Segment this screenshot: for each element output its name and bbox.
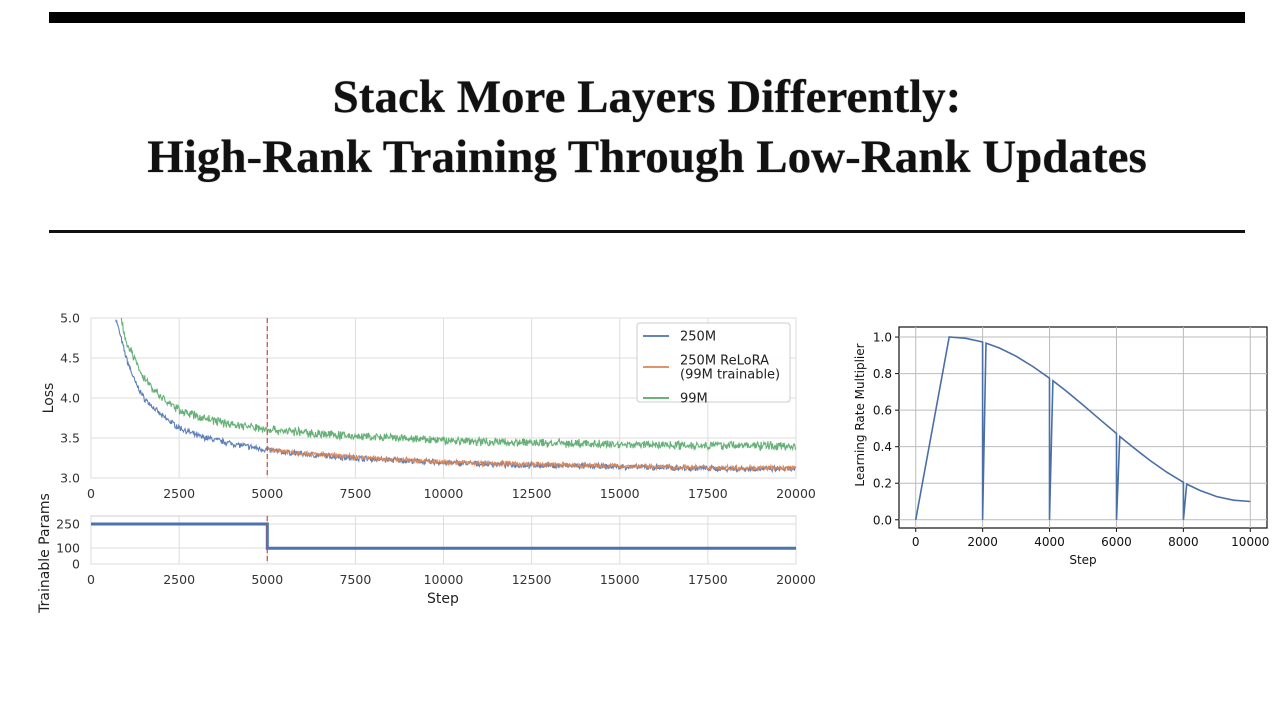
x-tick-label: 0 xyxy=(87,572,95,587)
title-rule xyxy=(49,230,1245,233)
lr-ylabel: Learning Rate Multiplier xyxy=(853,343,867,486)
y-tick-label: 250 xyxy=(56,517,80,532)
x-tick-label: 7500 xyxy=(339,486,371,501)
y-tick-label: 1.0 xyxy=(873,331,892,345)
legend-label: 250M xyxy=(680,330,716,345)
x-tick-label: 0 xyxy=(912,535,920,549)
x-tick-label: 2000 xyxy=(967,535,998,549)
x-tick-label: 20000 xyxy=(776,572,816,587)
y-tick-label: 0.4 xyxy=(873,440,892,454)
paper-title-line-2: High-Rank Training Through Low-Rank Upda… xyxy=(147,131,1147,183)
x-tick-label: 5000 xyxy=(251,486,283,501)
x-tick-label: 20000 xyxy=(776,486,816,501)
chart-0: 0 2500 5000 7500 10000 12500 15000 17500 20000 3.… xyxy=(60,311,816,502)
y-tick-label: 5.0 xyxy=(60,311,80,326)
x-tick-label: 15000 xyxy=(600,572,640,587)
x-tick-label: 6000 xyxy=(1101,535,1132,549)
params-xlabel: Step xyxy=(427,591,459,607)
legend: 250M 250M ReLoRA(99M trainable) 99M xyxy=(636,322,791,407)
series-line-1 xyxy=(266,446,796,472)
y-tick-label: 0.6 xyxy=(873,404,892,418)
y-tick-label: 3.0 xyxy=(60,471,80,486)
chart-2: 0 2000 4000 6000 8000 10000 0.0 0.2 0.4 0.6 0.8 1.0 xyxy=(873,326,1269,549)
x-tick-label: 12500 xyxy=(512,572,552,587)
x-tick-label: 4000 xyxy=(1034,535,1065,549)
legend-label: (99M trainable) xyxy=(680,368,780,383)
x-tick-label: 2500 xyxy=(163,486,195,501)
x-tick-label: 0 xyxy=(87,486,95,501)
y-tick-label: 0.8 xyxy=(873,367,892,381)
plot-area xyxy=(898,326,1268,529)
x-tick-label: 17500 xyxy=(688,486,728,501)
top-rule xyxy=(49,12,1245,23)
y-tick-label: 3.5 xyxy=(60,431,80,446)
params-ylabel: Trainable Params xyxy=(37,493,53,614)
x-tick-label: 10000 xyxy=(424,572,464,587)
x-tick-label: 12500 xyxy=(512,486,552,501)
x-tick-label: 17500 xyxy=(688,572,728,587)
y-tick-label: 4.5 xyxy=(60,351,80,366)
lr-xlabel: Step xyxy=(1069,553,1096,567)
x-tick-label: 10000 xyxy=(1231,535,1269,549)
series-line-0 xyxy=(914,336,1251,520)
y-tick-label: 0.2 xyxy=(873,477,892,491)
x-tick-label: 15000 xyxy=(600,486,640,501)
y-tick-label: 100 xyxy=(56,541,80,556)
y-tick-label: 0 xyxy=(72,557,80,572)
legend-box xyxy=(636,322,791,403)
x-tick-label: 5000 xyxy=(251,572,283,587)
legend-label: 250M ReLoRA xyxy=(680,354,769,369)
loss-ylabel: Loss xyxy=(41,383,57,414)
x-tick-label: 2500 xyxy=(163,572,195,587)
chart-1: 0 2500 5000 7500 10000 12500 15000 17500 2000001… xyxy=(56,515,816,587)
x-tick-label: 8000 xyxy=(1168,535,1199,549)
y-tick-label: 0.0 xyxy=(873,513,892,527)
x-tick-label: 7500 xyxy=(339,572,371,587)
x-tick-label: 10000 xyxy=(424,486,464,501)
series-line-2 xyxy=(120,318,796,452)
legend-label: 99M xyxy=(680,392,708,407)
y-tick-label: 4.0 xyxy=(60,391,80,406)
paper-title-line-1: Stack More Layers Differently: xyxy=(332,71,962,123)
